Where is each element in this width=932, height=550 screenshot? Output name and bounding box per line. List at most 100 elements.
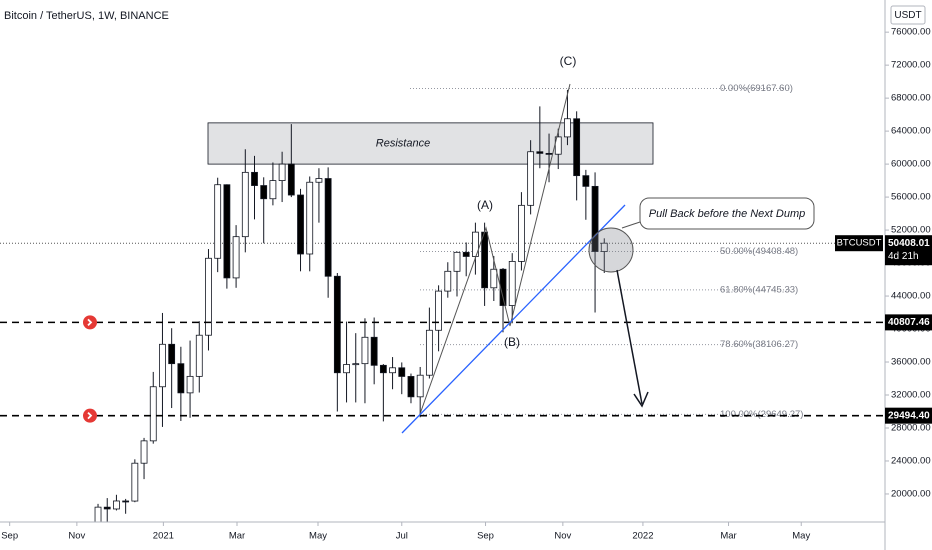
candle-body [159, 343, 166, 388]
candle-body [149, 386, 157, 442]
level-label: 29494.40 [888, 410, 930, 421]
level-marker-icon [87, 412, 93, 420]
x-tick-label: Sep [477, 531, 494, 542]
symbol-label: BTCUSDT [837, 238, 882, 249]
candle-body [214, 184, 222, 259]
chart-title: Bitcoin / TetherUS, 1W, BINANCE [4, 10, 169, 22]
candle-body [582, 175, 590, 187]
fib-label: 61.80%(44745.33) [720, 284, 798, 295]
candle-body [186, 375, 194, 394]
abc-wave [419, 83, 571, 415]
y-tick-label: 36000.00 [891, 357, 931, 368]
plot-area: Resistance 0.00%(69167.60) 50.00%(49408.48… [0, 83, 885, 522]
candle-body [333, 275, 341, 374]
candle-body [425, 329, 433, 376]
level-marker-icon [87, 318, 93, 327]
callout-pointer [621, 221, 641, 229]
resistance-label: Resistance [376, 137, 430, 149]
candle-body [508, 261, 516, 306]
candle-body [407, 376, 415, 398]
candle-body [499, 268, 507, 306]
candle-body [315, 178, 323, 183]
candle-body [343, 364, 350, 374]
arrow [616, 269, 643, 405]
level-label: 40807.46 [888, 317, 930, 328]
candle-body [490, 268, 498, 289]
x-tick-label: Mar [229, 531, 245, 542]
x-tick-label: Jul [396, 531, 408, 542]
candle-body [232, 236, 240, 279]
candle-body [352, 363, 360, 366]
fib-label: 78.60%(38106.27) [720, 339, 798, 350]
candle-body [168, 343, 176, 365]
candle-body [370, 336, 378, 366]
candle-body [573, 118, 581, 177]
x-tick-label: 2022 [632, 531, 653, 542]
y-tick-label: 44000.00 [891, 291, 931, 302]
trend-line [401, 204, 626, 434]
unit-box [890, 5, 926, 25]
candle-body [416, 374, 424, 398]
candle-body [379, 364, 387, 374]
candle-body [287, 163, 295, 196]
y-tick-label: 52000.00 [891, 225, 931, 236]
candle-body [324, 178, 332, 277]
candle-body [278, 163, 286, 181]
candle-body [94, 506, 102, 522]
callout-text: Pull Back before the Next Dump [649, 208, 806, 220]
resistance-zone [207, 122, 654, 165]
y-tick-label: 68000.00 [891, 93, 931, 104]
wave-label: (C) [560, 54, 577, 68]
candle-body [177, 363, 185, 394]
y-tick-label: 60000.00 [891, 159, 931, 170]
candle-body [361, 336, 369, 365]
candle-body [140, 440, 148, 464]
candle-body [591, 185, 599, 252]
candle-body [241, 171, 249, 238]
countdown-label: 4d 21h [888, 251, 919, 262]
candle-body [536, 151, 544, 154]
candle-body [103, 506, 111, 510]
fib-label: 50.00%(49408.48) [720, 246, 798, 257]
price-tag [885, 235, 932, 266]
y-tick-label: 24000.00 [891, 455, 931, 466]
candle-body [444, 270, 452, 292]
callout-box [639, 197, 815, 230]
candle-body [389, 367, 396, 374]
candle-body [122, 500, 130, 503]
candle-body [260, 185, 268, 200]
symbol-tag [835, 235, 883, 252]
y-tick-label: 76000.00 [891, 27, 931, 38]
x-tick-label: Mar [720, 531, 736, 542]
y-tick-label: 72000.00 [891, 60, 931, 71]
candle-body [398, 367, 406, 377]
x-tick-label: Nov [554, 531, 571, 542]
x-tick-label: May [792, 531, 810, 542]
wave-label: (A) [477, 198, 493, 212]
unit-label: USDT [894, 10, 921, 21]
candle-body [527, 151, 535, 206]
candle-body [205, 257, 212, 336]
candle-body [269, 180, 277, 200]
candle-body [195, 334, 203, 377]
y-tick-label: 20000.00 [891, 488, 931, 499]
wave-label: (B) [504, 335, 520, 349]
fib-label: 100.00%(29649.27) [720, 409, 803, 420]
candle-body [462, 251, 470, 257]
x-tick-label: Sep [1, 531, 18, 542]
candle-body [306, 181, 314, 255]
candle-body [251, 171, 258, 186]
x-tick-label: Nov [68, 531, 85, 542]
candle-body [223, 184, 231, 279]
candle-body [481, 231, 489, 289]
candle-body [453, 251, 461, 272]
y-tick-label: 64000.00 [891, 126, 931, 137]
y-tick-label: 28000.00 [891, 423, 931, 434]
candle-body [435, 290, 442, 331]
candle-body [545, 152, 553, 155]
candle-body [564, 118, 571, 138]
y-tick-label: 32000.00 [891, 390, 931, 401]
x-tick-label: 2021 [153, 531, 174, 542]
candle-body [131, 462, 139, 502]
